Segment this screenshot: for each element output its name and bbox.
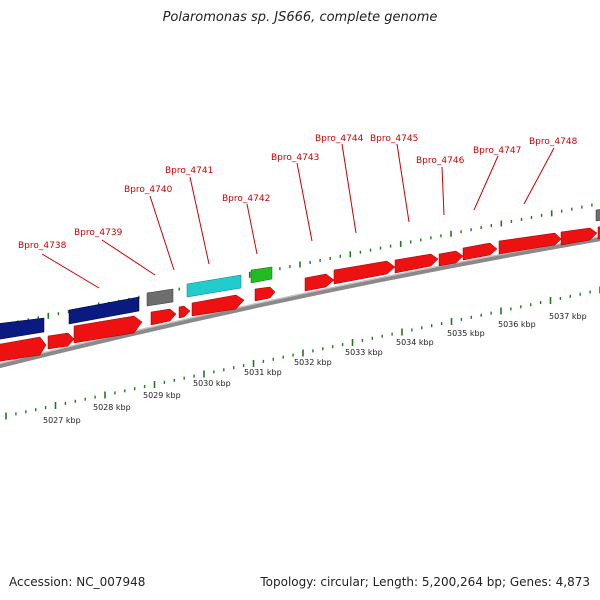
cds-arrow[interactable] [438,250,464,267]
scale-label: 5028 kbp [93,403,131,412]
cds-arrow[interactable] [498,232,562,255]
cds-arrow[interactable] [254,286,276,302]
scale-label-group: 5027 kbp 5028 kbp 5029 kbp 5030 kbp 5031… [43,312,587,425]
cds-arrow[interactable] [47,332,75,350]
scale-label: 5033 kbp [345,348,383,357]
gene-label[interactable]: Bpro_4745 [370,134,418,144]
rna-feature[interactable] [0,317,45,340]
gene-label[interactable]: Bpro_4748 [529,137,578,147]
label-leaders [41,143,555,289]
rna-feature[interactable] [186,274,242,298]
scale-label: 5030 kbp [193,379,231,388]
cds-arrow[interactable] [73,315,143,344]
scale-label: 5031 kbp [244,368,282,377]
gene-label[interactable]: Bpro_4738 [18,241,67,251]
scale-label: 5034 kbp [396,338,434,347]
genome-backbone [0,236,600,369]
gene-label[interactable]: Bpro_4739 [74,228,123,238]
scale-label: 5036 kbp [498,320,536,329]
genome-summary-text: Topology: circular; Length: 5,200,264 bp… [260,575,590,589]
rna-feature[interactable] [250,266,273,284]
cds-arrow[interactable] [178,305,191,319]
gene-label[interactable]: Bpro_4746 [416,156,465,166]
gene-label[interactable]: Bpro_4741 [165,166,213,176]
map-title: Polaromonas sp. JS666, complete genome [162,10,438,25]
rna-feature[interactable] [146,288,174,307]
gene-label[interactable]: Bpro_4743 [271,153,319,163]
gene-label-group: Bpro_4738 Bpro_4739 Bpro_4740 Bpro_4741 … [18,134,578,251]
cds-arrow[interactable] [0,336,47,362]
cds-arrow[interactable] [333,260,396,285]
gene-label[interactable]: Bpro_4744 [315,134,364,144]
cds-arrow[interactable] [560,227,598,246]
scale-label: 5037 kbp [549,312,587,321]
genes-forward-strand [0,208,600,340]
scale-label: 5027 kbp [43,416,81,425]
gene-label[interactable]: Bpro_4740 [124,185,173,195]
scale-label: 5029 kbp [143,391,181,400]
accession-text: Accession: NC_007948 [9,575,146,589]
scale-label: 5035 kbp [447,329,485,338]
cds-arrow[interactable] [304,273,335,292]
cds-arrow[interactable] [394,253,439,274]
rna-feature[interactable] [68,296,140,325]
scale-label: 5032 kbp [294,358,332,367]
cds-arrow[interactable] [462,242,498,261]
cds-arrow[interactable] [191,294,245,317]
gene-label[interactable]: Bpro_4742 [222,194,270,204]
rna-feature[interactable] [595,208,600,222]
cds-arrow[interactable] [150,308,177,326]
gene-label[interactable]: Bpro_4747 [473,146,521,156]
genes-reverse-strand [0,226,600,362]
